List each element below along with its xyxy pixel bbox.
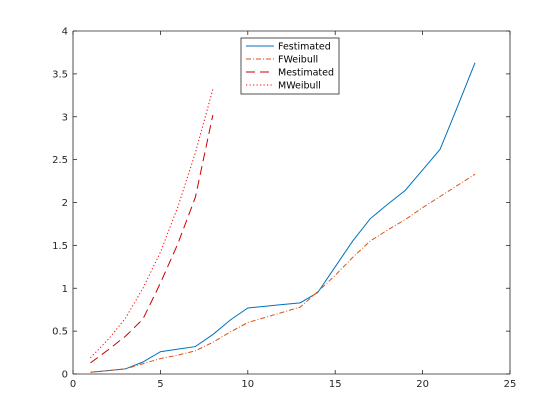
x-tick-label: 20	[416, 379, 429, 390]
legend-label-fweibull: FWeibull	[278, 55, 318, 66]
legend-label-mweibull: MWeibull	[278, 81, 321, 92]
y-tick-label: 3	[62, 112, 68, 123]
y-tick-label: 4	[62, 27, 68, 38]
x-tick-label: 5	[157, 379, 163, 390]
series-line-fweibull	[90, 173, 476, 373]
y-tick-label: 2	[62, 198, 68, 209]
series-layer	[90, 62, 476, 373]
y-tick-label: 1.5	[52, 241, 68, 252]
x-tick-label: 10	[241, 379, 254, 390]
axes: 0 5 10 15 20 25 0 0.5 1 1.5 2 2.5 3 3.5 4	[52, 27, 516, 391]
x-tick-label: 0	[70, 379, 76, 390]
y-tick-label: 1	[62, 284, 68, 295]
y-tick-label: 0	[62, 370, 68, 381]
x-tick-label: 25	[504, 379, 517, 390]
series-line-festimated	[90, 62, 476, 373]
legend-label-festimated: Festimated	[278, 42, 331, 53]
y-tick-label: 2.5	[52, 155, 68, 166]
series-line-mestimated	[90, 114, 214, 364]
y-tick-label: 3.5	[52, 69, 68, 80]
legend: Festimated FWeibull Mestimated MWeibull	[240, 37, 340, 95]
x-tick-label: 15	[329, 379, 342, 390]
y-tick-label: 0.5	[52, 327, 68, 338]
legend-label-mestimated: Mestimated	[278, 68, 334, 79]
